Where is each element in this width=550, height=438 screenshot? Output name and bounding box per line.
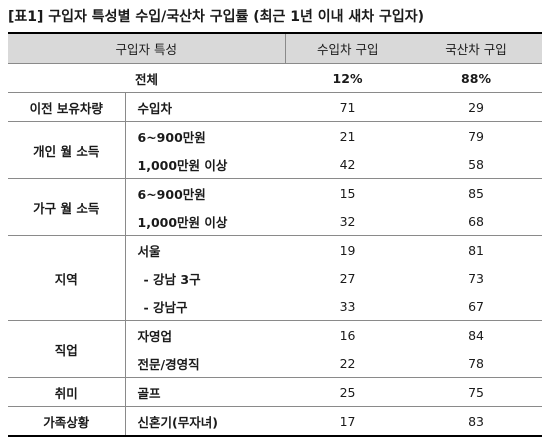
group-label: 가족상황: [8, 406, 126, 437]
table-row: - 강남 3구 27 73: [8, 264, 542, 292]
table-row: - 강남구 33 67: [8, 292, 543, 321]
group-label: 가구 월 소득: [8, 178, 126, 236]
domestic-value: 79: [468, 128, 484, 144]
purchase-rate-table: 구입자 특성 수입차 구입 국산차 구입 전체 12% 88% 이전 보유차량 …: [8, 32, 543, 437]
import-value: 22: [285, 349, 411, 378]
group-label: 지역: [8, 235, 126, 321]
row-label: - 강남 3구: [143, 271, 201, 287]
domestic-value: 73: [468, 270, 484, 286]
row-label: - 강남구: [125, 292, 286, 321]
domestic-value: 84: [468, 327, 484, 343]
row-label: 수입차: [125, 92, 286, 122]
domestic-value: 67: [410, 292, 543, 321]
table-header-row: 구입자 특성 수입차 구입 국산차 구입: [8, 32, 543, 64]
table-row: 지역 서울 19 81: [8, 235, 542, 321]
import-value: 33: [285, 292, 411, 321]
table-row: 전문/경영직 22 78: [8, 349, 543, 378]
import-value: 71: [285, 92, 411, 122]
row-label: 1,000만원 이상: [125, 207, 286, 236]
domestic-value: 58: [410, 150, 543, 179]
import-value: 12%: [285, 63, 411, 93]
table-title: [표1] 구입자 특성별 수입/국산차 구입률 (최근 1년 이내 새차 구입자…: [8, 9, 425, 25]
domestic-value: 81: [468, 242, 484, 258]
header-import-purchase: 수입차 구입: [285, 32, 411, 64]
table-row: 1,000만원 이상 42 58: [8, 150, 543, 179]
header-buyer-characteristic: 구입자 특성: [8, 32, 286, 64]
row-label: 전문/경영직: [125, 349, 286, 378]
row-label: 서울: [137, 243, 161, 259]
domestic-value: 83: [410, 406, 543, 437]
row-label: 골프: [125, 377, 286, 407]
table-row-total: 전체 12% 88%: [8, 63, 543, 93]
table-row: 가족상황 신혼기(무자녀) 17 83: [8, 406, 543, 437]
import-value: 21: [339, 128, 356, 144]
import-value: 15: [339, 185, 356, 201]
table-row: 개인 월 소득 6~900만원 21 79: [8, 121, 542, 179]
row-label: 1,000만원 이상: [125, 150, 286, 179]
group-label: 이전 보유차량: [8, 92, 126, 122]
domestic-value: 68: [410, 207, 543, 236]
table-row: 취미 골프 25 75: [8, 377, 543, 407]
table-row: 1,000만원 이상 32 68: [8, 207, 543, 236]
group-label: 직업: [8, 320, 126, 378]
table-row: 가구 월 소득 6~900만원 15 85: [8, 178, 542, 236]
domestic-value: 88%: [410, 63, 543, 93]
import-value: 16: [339, 327, 356, 343]
row-label: 자영업: [137, 328, 173, 344]
import-value: 17: [285, 406, 411, 437]
group-label: 개인 월 소득: [8, 121, 126, 179]
import-value: 25: [285, 377, 411, 407]
import-value: 19: [339, 242, 356, 258]
import-value: 32: [285, 207, 411, 236]
domestic-value: 75: [410, 377, 543, 407]
table-row: 이전 보유차량 수입차 71 29: [8, 92, 543, 122]
header-domestic-purchase: 국산차 구입: [410, 32, 543, 64]
row-label: 전체: [8, 63, 286, 93]
domestic-value: 85: [468, 185, 484, 201]
domestic-value: 78: [410, 349, 543, 378]
row-label: 6~900만원: [137, 129, 206, 145]
group-label: 취미: [8, 377, 126, 407]
import-value: 27: [339, 270, 356, 286]
row-label: 신혼기(무자녀): [125, 406, 286, 437]
domestic-value: 29: [410, 92, 543, 122]
table-row: 직업 자영업 16 84: [8, 320, 542, 378]
row-label: 6~900만원: [137, 186, 206, 202]
import-value: 42: [285, 150, 411, 179]
